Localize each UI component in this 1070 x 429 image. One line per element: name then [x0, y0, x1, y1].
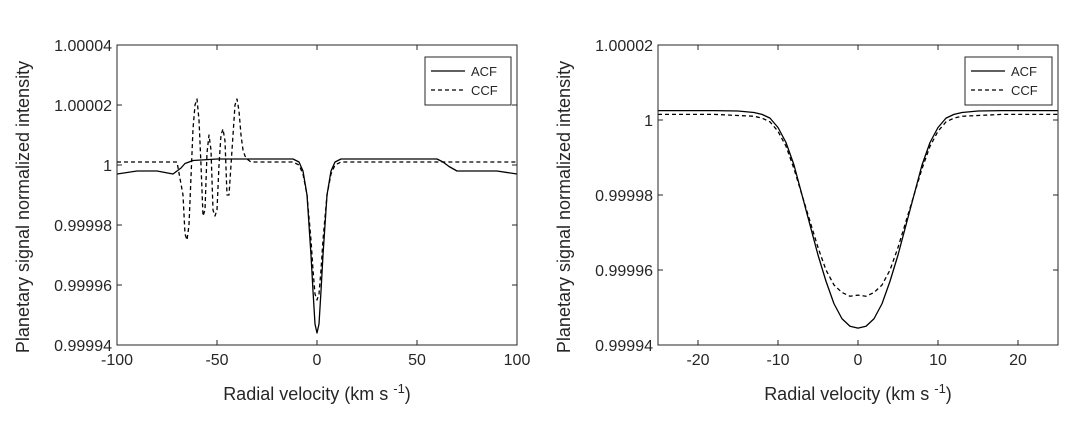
x-tick-label: 0: [313, 352, 322, 369]
legend-label-ccf: CCF: [471, 83, 498, 98]
y-tick-label: 0.99998: [54, 218, 112, 235]
legend-label-acf: ACF: [1011, 64, 1037, 79]
legend-box: [964, 56, 1053, 106]
legend: ACF CCF: [424, 56, 512, 106]
y-tick-label: 0.99994: [595, 338, 653, 355]
y-tick-label: 1.00002: [595, 38, 653, 55]
x-tick-label: 100: [504, 352, 531, 369]
x-tick-label: -100: [101, 352, 133, 369]
x-tick-label: -10: [766, 352, 789, 369]
chart-panel-1: -100 -50 0 50 100 0.99994 0.99996 0.99998 1 1.000…: [13, 38, 530, 404]
x-tick-label: 0: [854, 352, 863, 369]
plot-area: [117, 98, 517, 334]
legend-label-ccf: CCF: [1011, 83, 1038, 98]
series-line-acf: [117, 158, 517, 334]
legend-label-acf: ACF: [471, 64, 497, 79]
y-tick-label: 0.99994: [54, 338, 112, 355]
x-axis-label: Radial velocity (km s -1): [223, 381, 411, 404]
series-line-ccf: [117, 98, 517, 301]
chart-panel-2: -20 -10 0 10 20 0.99994 0.99996 0.99998 1 1.00002…: [554, 38, 1059, 404]
x-tick-label: -20: [686, 352, 709, 369]
legend: ACF CCF: [964, 56, 1053, 106]
plot-area: [658, 109, 1058, 329]
y-tick-label: 1.00002: [54, 98, 112, 115]
y-tick-label: 0.99996: [54, 278, 112, 295]
series-line-acf: [658, 109, 1058, 329]
y-tick-label: 0.99996: [595, 263, 653, 280]
x-tick-label: 10: [929, 352, 947, 369]
y-tick-label: 1: [103, 158, 112, 175]
x-tick-label: 50: [408, 352, 426, 369]
y-tick-label: 1.00004: [54, 38, 112, 55]
legend-box: [424, 56, 512, 106]
y-tick-label: 0.99998: [595, 188, 653, 205]
y-tick-label: 1: [644, 113, 653, 130]
x-tick-label: -50: [205, 352, 228, 369]
y-axis-label: Planetary signal normalized intensity: [13, 61, 33, 353]
x-axis-label: Radial velocity (km s -1): [764, 381, 952, 404]
y-axis-label: Planetary signal normalized intensity: [554, 61, 574, 353]
x-tick-label: 20: [1009, 352, 1027, 369]
series-line-ccf: [658, 113, 1058, 297]
